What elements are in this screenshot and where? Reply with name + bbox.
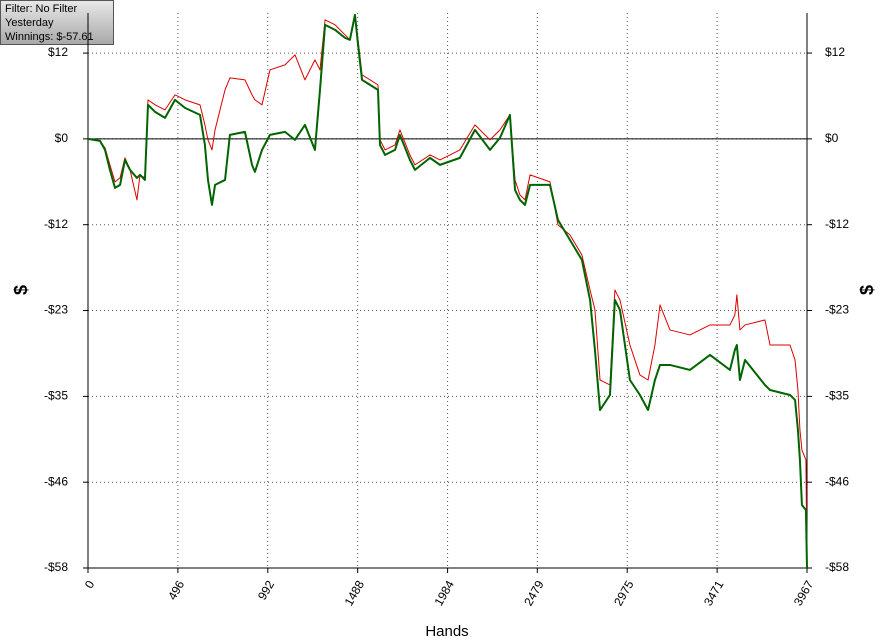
y-tick-label: $0 — [55, 131, 69, 145]
info-text: Yesterday — [5, 17, 54, 29]
y-tick-label: -$12 — [44, 217, 68, 231]
x-tick-label: 2975 — [611, 578, 637, 608]
y-tick-label-right: -$35 — [825, 389, 849, 403]
x-tick-label: 3967 — [791, 578, 817, 608]
x-tick-label: 3471 — [701, 578, 727, 608]
y-tick-label-right: -$12 — [825, 217, 849, 231]
y-tick-label-right: -$23 — [825, 303, 849, 317]
info-text: Filter: No Filter — [5, 3, 77, 15]
y-tick-label-right: -$58 — [825, 560, 849, 574]
y-tick-label: $12 — [48, 45, 68, 59]
x-axis-label: Hands — [425, 623, 468, 640]
y-axis-label: $ — [11, 285, 31, 295]
y-tick-label: -$23 — [44, 303, 68, 317]
y-axis-label-right: $ — [857, 285, 877, 295]
y-tick-label-right: -$46 — [825, 474, 849, 488]
series-line — [87, 14, 808, 569]
info-text: Winnings: $-57.61 — [5, 31, 94, 43]
y-tick-label: -$58 — [44, 560, 68, 574]
x-tick-label: 496 — [165, 578, 187, 603]
x-tick-label: 1488 — [342, 578, 368, 608]
series-line — [87, 13, 808, 569]
x-tick-label: 0 — [82, 578, 98, 591]
y-tick-label-right: $12 — [825, 45, 845, 59]
x-tick-label: 1984 — [431, 578, 457, 608]
y-tick-label: -$46 — [44, 474, 68, 488]
y-tick-label-right: $0 — [825, 131, 839, 145]
info-box — [0, 0, 114, 45]
x-tick-label: 2479 — [521, 578, 547, 608]
y-tick-label: -$35 — [44, 389, 68, 403]
x-tick-label: 992 — [255, 578, 277, 603]
